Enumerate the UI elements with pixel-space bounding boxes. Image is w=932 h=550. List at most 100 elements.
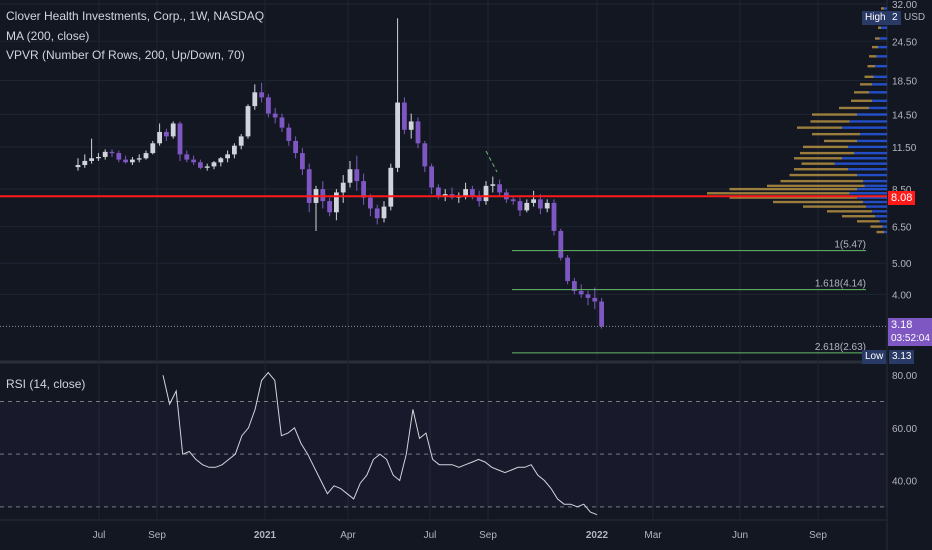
price-tick-label: 6.50 <box>892 223 912 234</box>
candle-body[interactable] <box>510 199 516 202</box>
candle-body[interactable] <box>218 158 224 163</box>
candle-body[interactable] <box>204 166 210 168</box>
candle-body[interactable] <box>347 169 353 183</box>
candle-body[interactable] <box>184 154 190 160</box>
candle-body[interactable] <box>89 158 94 161</box>
candle-body[interactable] <box>592 297 598 302</box>
candle-body[interactable] <box>266 97 271 114</box>
candle-body[interactable] <box>191 159 196 163</box>
rsi-line[interactable] <box>162 371 598 516</box>
vp-up-bar <box>878 45 887 49</box>
price-tick-label: 8.50 <box>892 185 912 196</box>
candle-body[interactable] <box>177 123 183 155</box>
candle-body[interactable] <box>374 208 380 219</box>
candle-body[interactable] <box>551 202 557 231</box>
candle-body[interactable] <box>157 131 162 144</box>
candle-body[interactable] <box>470 189 475 196</box>
candle-body[interactable] <box>232 145 237 155</box>
candle-body[interactable] <box>109 151 115 154</box>
candle-body[interactable] <box>170 123 176 137</box>
candle-body[interactable] <box>368 197 373 209</box>
candle-body[interactable] <box>408 121 414 130</box>
candle-body[interactable] <box>279 117 285 128</box>
candle-body[interactable] <box>164 131 169 137</box>
high-value-badge: 2 <box>889 11 901 25</box>
vp-down-bar <box>876 230 884 234</box>
price-tick-label: 18.50 <box>892 77 917 88</box>
candle-body[interactable] <box>259 92 264 98</box>
vp-up-bar <box>857 187 887 191</box>
candle-body[interactable] <box>524 202 530 211</box>
candle-body[interactable] <box>102 151 108 157</box>
candlestick-series[interactable] <box>75 18 604 329</box>
ma-legend: MA (200, close) <box>6 29 90 43</box>
candle-body[interactable] <box>436 187 441 196</box>
candle-body[interactable] <box>497 184 502 193</box>
candle-body[interactable] <box>558 230 564 258</box>
candle-body[interactable] <box>75 165 81 168</box>
candle-body[interactable] <box>272 113 278 118</box>
candle-body[interactable] <box>143 153 149 159</box>
candle-body[interactable] <box>538 199 543 209</box>
candle-body[interactable] <box>334 192 339 213</box>
candle-body[interactable] <box>490 184 496 186</box>
candle-body[interactable] <box>286 127 292 141</box>
candle-body[interactable] <box>293 140 298 154</box>
candle-body[interactable] <box>300 153 305 170</box>
candle-body[interactable] <box>442 194 448 196</box>
candle-body[interactable] <box>306 169 312 203</box>
candle-body[interactable] <box>123 159 128 163</box>
vp-up-bar <box>857 113 887 116</box>
candle-body[interactable] <box>252 92 258 107</box>
candle-body[interactable] <box>572 281 577 291</box>
candle-body[interactable] <box>544 202 550 209</box>
candle-body[interactable] <box>585 294 591 298</box>
ma-price-badge: 8.08 <box>888 191 916 205</box>
candle-body[interactable] <box>320 189 326 202</box>
rsi-pane[interactable]: 80.00 60.00 40.00 <box>0 371 917 516</box>
candle-body[interactable] <box>429 166 434 188</box>
candle-body[interactable] <box>211 162 217 167</box>
candle-body[interactable] <box>130 159 135 163</box>
fib-level-label: 2.618(2.63) <box>815 342 866 353</box>
candle-body[interactable] <box>415 121 421 144</box>
candle-body[interactable] <box>531 199 536 203</box>
vp-down-bar <box>827 210 872 213</box>
candle-body[interactable] <box>402 102 407 130</box>
vp-up-bar <box>854 151 887 155</box>
candle-body[interactable] <box>483 185 489 202</box>
candle-body[interactable] <box>225 154 230 159</box>
vp-down-bar <box>803 145 848 149</box>
candle-body[interactable] <box>565 257 570 282</box>
candle-body[interactable] <box>476 195 482 202</box>
candle-body[interactable] <box>599 301 604 327</box>
time-tick-label: Sep <box>809 530 827 541</box>
candle-body[interactable] <box>245 106 251 137</box>
candle-body[interactable] <box>395 102 400 168</box>
candle-body[interactable] <box>517 201 523 211</box>
vp-down-bar <box>797 126 842 129</box>
vp-down-bar <box>789 173 857 177</box>
vp-down-bar <box>800 151 854 155</box>
candle-body[interactable] <box>82 160 88 166</box>
candle-body[interactable] <box>150 143 156 154</box>
candle-body[interactable] <box>116 153 122 160</box>
candle-body[interactable] <box>578 290 584 295</box>
candle-body[interactable] <box>388 167 394 207</box>
vp-down-bar <box>812 132 860 136</box>
vp-down-bar <box>729 196 857 199</box>
candle-body[interactable] <box>198 162 203 168</box>
candle-body[interactable] <box>361 181 366 198</box>
candle-body[interactable] <box>136 158 142 160</box>
candle-body[interactable] <box>96 156 101 159</box>
candle-body[interactable] <box>327 201 332 213</box>
candle-body[interactable] <box>381 206 387 219</box>
candle-body[interactable] <box>422 143 428 167</box>
candle-body[interactable] <box>463 189 468 196</box>
candle-body[interactable] <box>238 136 244 146</box>
candle-body[interactable] <box>354 169 360 182</box>
candle-body[interactable] <box>340 182 346 193</box>
rsi-tick-label: 60.00 <box>892 424 917 435</box>
vp-down-bar <box>812 113 857 116</box>
